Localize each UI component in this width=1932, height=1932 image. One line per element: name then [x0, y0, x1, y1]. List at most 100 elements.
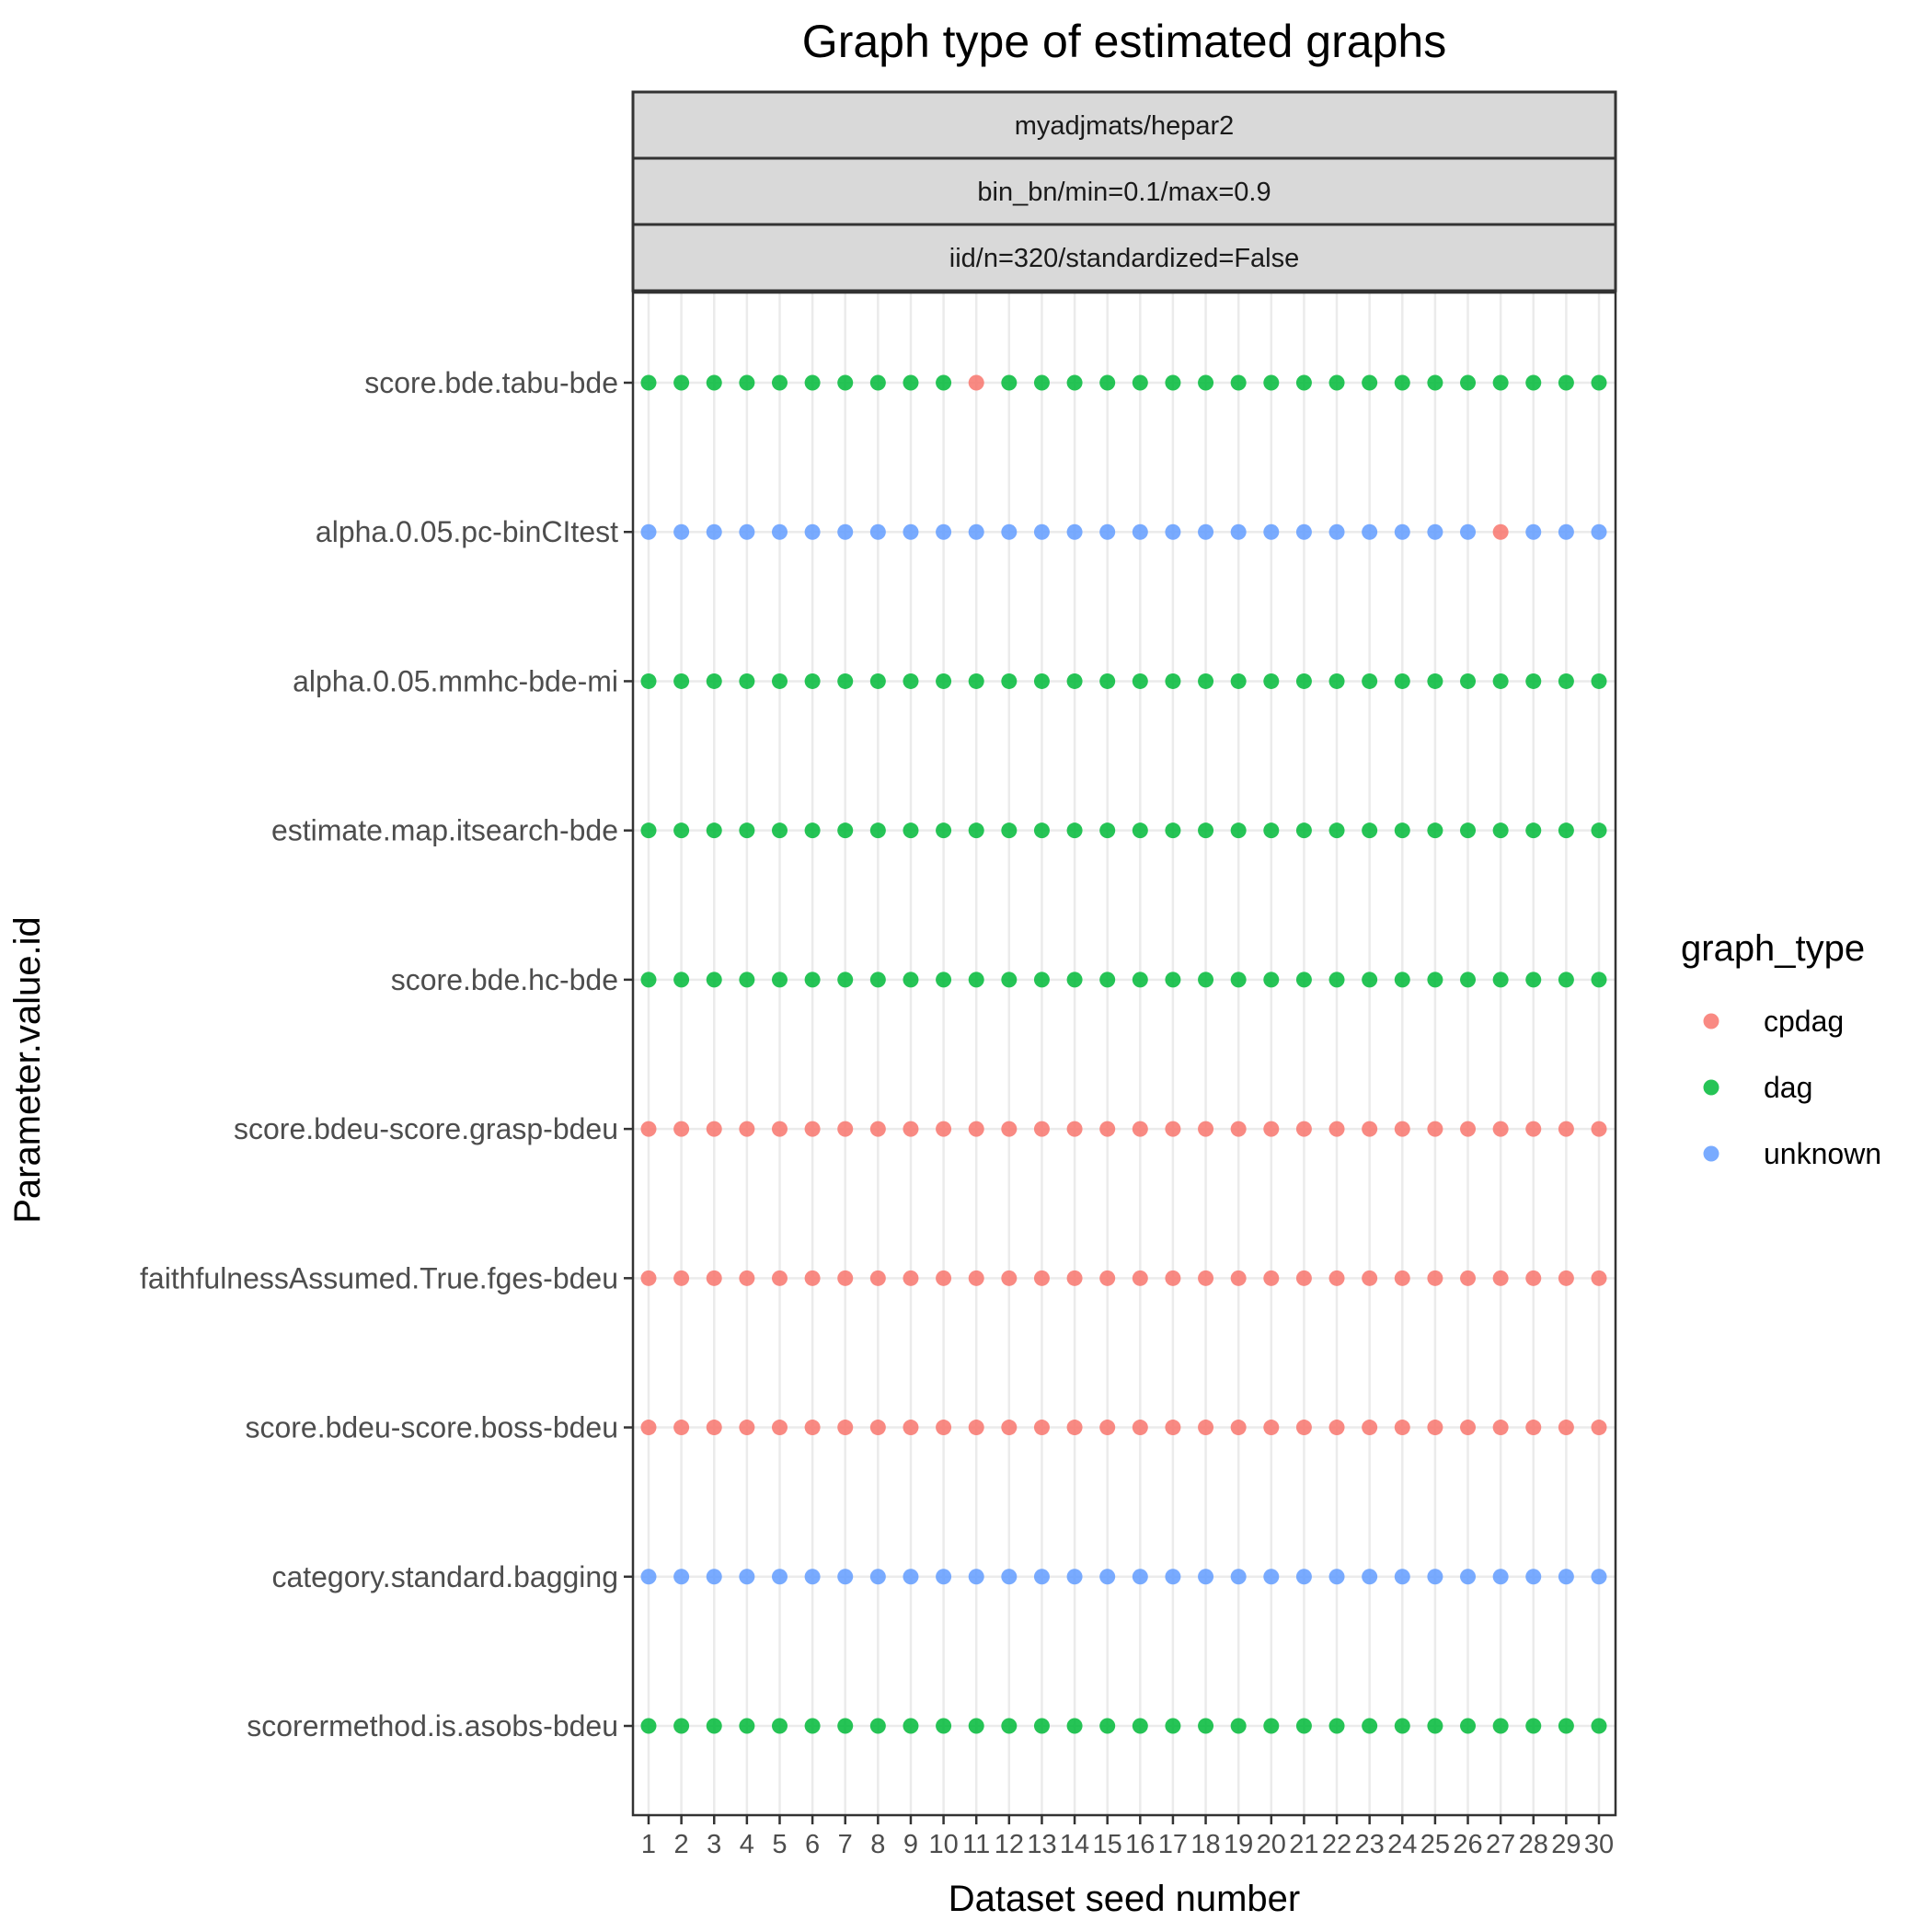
data-point: [1066, 523, 1083, 540]
x-tick-label: 24: [1387, 1830, 1417, 1859]
data-point: [706, 1718, 722, 1734]
x-tick-label: 11: [962, 1830, 990, 1859]
data-point: [771, 1270, 788, 1286]
data-point: [903, 1718, 919, 1734]
data-point: [1492, 673, 1509, 689]
data-point: [1394, 1569, 1410, 1585]
x-tick-label: 4: [740, 1830, 754, 1859]
data-point: [739, 1718, 755, 1734]
data-point: [1263, 972, 1280, 988]
x-tick-label: 14: [1060, 1830, 1089, 1859]
data-point: [1460, 1270, 1477, 1286]
data-point: [1001, 374, 1018, 391]
x-tick-label: 19: [1224, 1830, 1253, 1859]
data-point: [1558, 822, 1574, 839]
data-point: [1001, 1270, 1018, 1286]
x-tick-label: 5: [772, 1830, 787, 1859]
data-point: [968, 822, 984, 839]
y-tick-label: scorermethod.is.asobs-bdeu: [247, 1709, 618, 1742]
y-tick-label: estimate.map.itsearch-bde: [271, 814, 618, 847]
x-tick-label: 1: [641, 1830, 656, 1859]
data-point: [1295, 523, 1312, 540]
data-point: [903, 1121, 919, 1137]
data-point: [1033, 1569, 1050, 1585]
data-point: [968, 972, 984, 988]
data-point: [1001, 1420, 1018, 1436]
data-point: [771, 972, 788, 988]
data-point: [1295, 1270, 1312, 1286]
x-tick-label: 10: [928, 1830, 958, 1859]
data-point: [1165, 374, 1181, 391]
data-point: [1295, 1121, 1312, 1137]
data-point: [1295, 374, 1312, 391]
data-point: [1099, 374, 1116, 391]
data-point: [640, 1420, 657, 1436]
data-point: [1099, 673, 1116, 689]
data-point: [837, 1718, 854, 1734]
data-point: [968, 1718, 984, 1734]
data-point: [1558, 673, 1574, 689]
data-point: [1295, 1420, 1312, 1436]
x-tick-label: 9: [903, 1830, 918, 1859]
data-point: [1099, 523, 1116, 540]
data-point: [1558, 1569, 1574, 1585]
data-point: [673, 374, 690, 391]
data-point: [1427, 1121, 1443, 1137]
data-point: [640, 374, 657, 391]
data-point: [1198, 523, 1214, 540]
data-point: [706, 1569, 722, 1585]
data-point: [706, 972, 722, 988]
data-point: [1362, 1718, 1378, 1734]
data-point: [936, 822, 952, 839]
data-point: [1230, 1420, 1247, 1436]
data-point: [1132, 1718, 1148, 1734]
data-point: [869, 374, 886, 391]
data-point: [968, 374, 984, 391]
panel-background: [633, 293, 1616, 1815]
data-point: [1033, 523, 1050, 540]
data-point: [673, 1718, 690, 1734]
x-tick-label: 21: [1289, 1830, 1318, 1859]
data-point: [1558, 1121, 1574, 1137]
data-point: [1362, 673, 1378, 689]
data-point: [1525, 972, 1542, 988]
y-tick-label: faithfulnessAssumed.True.fges-bdeu: [140, 1261, 618, 1294]
data-point: [1066, 374, 1083, 391]
data-point: [706, 673, 722, 689]
data-point: [936, 1420, 952, 1436]
data-point: [673, 523, 690, 540]
data-point: [1328, 374, 1345, 391]
data-point: [1328, 1569, 1345, 1585]
plot-panel: [631, 291, 1617, 1817]
data-point: [1394, 1270, 1410, 1286]
data-point: [1165, 1718, 1181, 1734]
x-axis-title: Dataset seed number: [949, 1879, 1300, 1919]
data-point: [1394, 1718, 1410, 1734]
data-point: [1460, 822, 1477, 839]
x-tick-label: 3: [707, 1830, 721, 1859]
data-point: [739, 1569, 755, 1585]
data-point: [1263, 1718, 1280, 1734]
x-tick-label: 12: [995, 1830, 1024, 1859]
data-point: [903, 1569, 919, 1585]
data-point: [804, 523, 821, 540]
data-point: [1033, 374, 1050, 391]
data-point: [1132, 972, 1148, 988]
data-point: [1066, 822, 1083, 839]
legend-key: [1703, 1145, 1719, 1162]
data-point: [1099, 1569, 1116, 1585]
x-tick-label: 22: [1322, 1830, 1351, 1859]
data-point: [1295, 673, 1312, 689]
data-point: [968, 523, 984, 540]
data-point: [1492, 822, 1509, 839]
x-tick-label: 29: [1551, 1830, 1581, 1859]
data-point: [1558, 374, 1574, 391]
data-point: [1394, 523, 1410, 540]
data-point: [1165, 673, 1181, 689]
y-tick-label: score.bde.hc-bde: [391, 963, 618, 996]
data-point: [739, 822, 755, 839]
data-point: [1132, 1569, 1148, 1585]
data-point: [1591, 1718, 1607, 1734]
data-point: [1263, 374, 1280, 391]
data-point: [1165, 822, 1181, 839]
